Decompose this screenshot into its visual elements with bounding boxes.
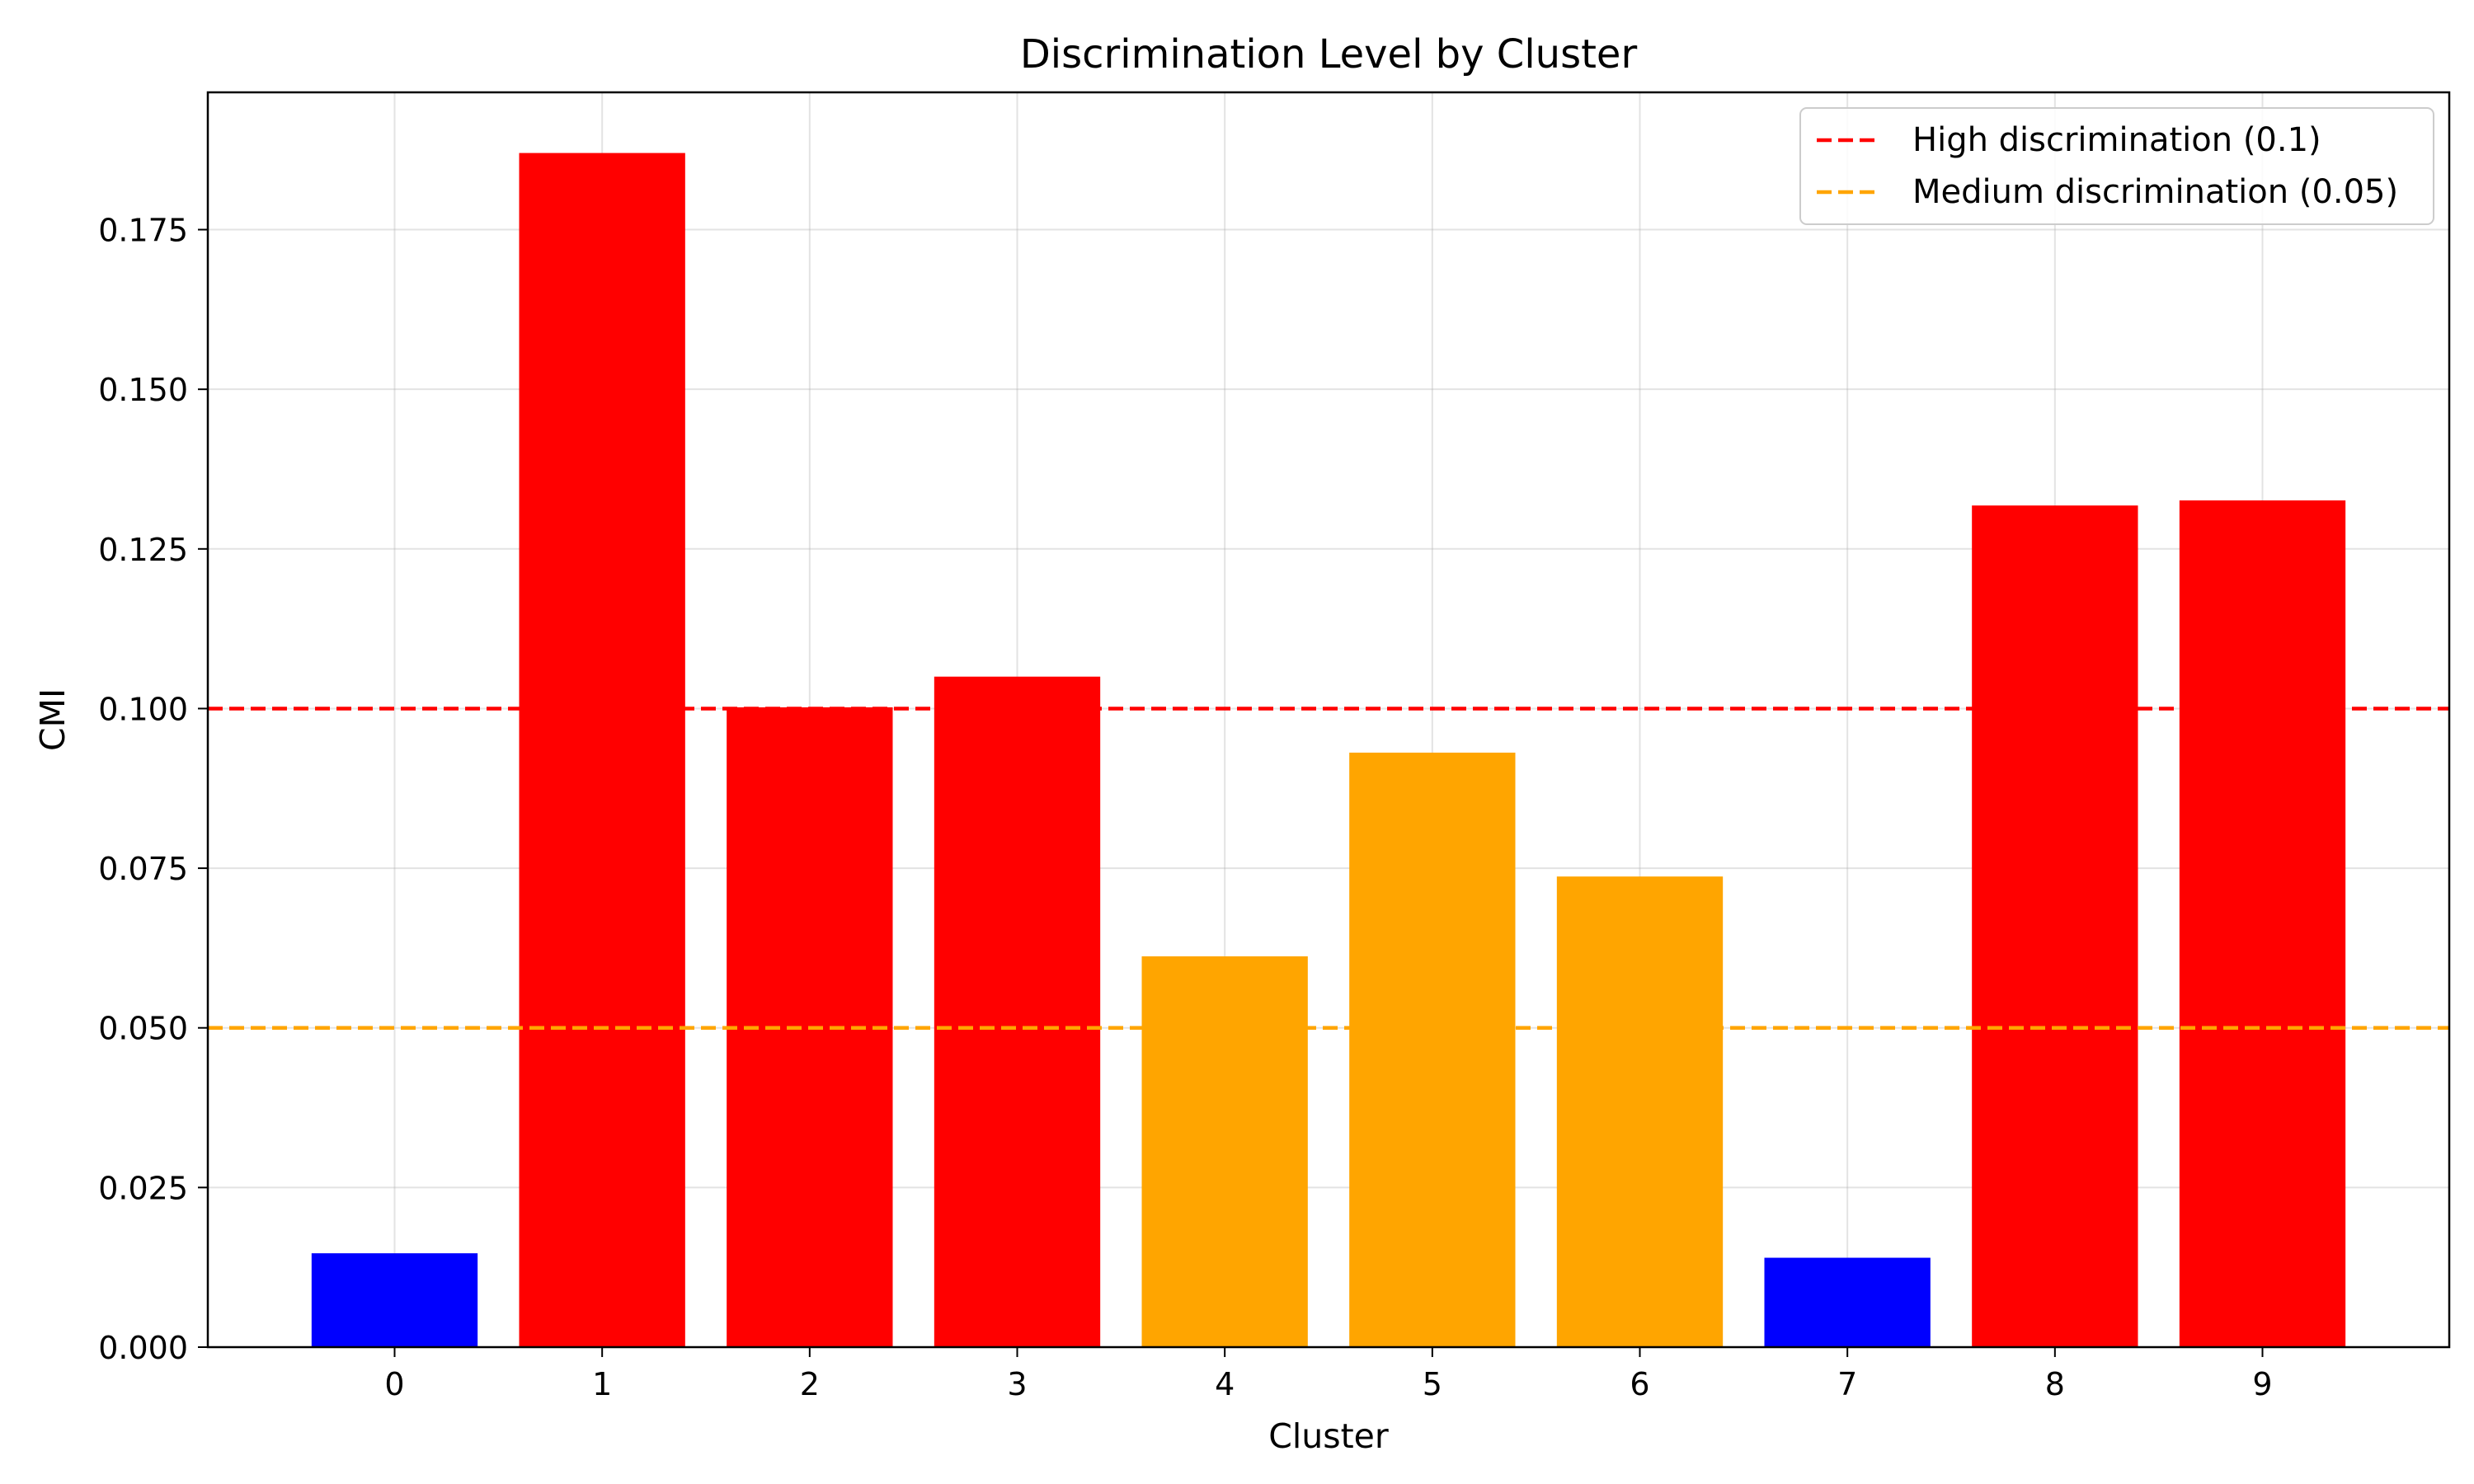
- bar-layer: [311, 153, 2346, 1347]
- y-tick-layer: 0.000 0.025 0.050 0.075 0.100 0.125 0.150 0.175: [98, 213, 208, 1366]
- reference-line-layer: [208, 707, 2449, 1030]
- bar-cluster-9: [2179, 500, 2346, 1347]
- x-tick-label: 3: [1007, 1366, 1027, 1402]
- legend-label-0: High discrimination (0.1): [1912, 121, 2321, 159]
- bar-cluster-3: [934, 676, 1101, 1347]
- x-tick-label: 6: [1630, 1366, 1649, 1402]
- y-tick-label: 0.125: [98, 532, 188, 568]
- x-tick-label: 0: [384, 1366, 404, 1402]
- y-axis-label: CMI: [33, 688, 73, 751]
- legend: High discrimination (0.1) Medium discrimi…: [1799, 107, 2434, 225]
- bar-cluster-8: [1972, 505, 2138, 1347]
- bar-cluster-7: [1764, 1257, 1931, 1347]
- y-tick-label: 0.075: [98, 851, 188, 887]
- x-tick-label: 4: [1215, 1366, 1235, 1402]
- bar-cluster-6: [1556, 876, 1724, 1347]
- plot-frame: [206, 91, 2451, 1349]
- y-tick-label: 0.150: [98, 372, 188, 408]
- x-tick-label: 5: [1423, 1366, 1442, 1402]
- bar-cluster-0: [311, 1253, 478, 1347]
- legend-box: [1799, 107, 2434, 225]
- x-axis-label: Cluster: [1268, 1416, 1389, 1456]
- bar-cluster-1: [519, 153, 685, 1347]
- bar-cluster-5: [1349, 752, 1516, 1347]
- chart-title: Discrimination Level by Cluster: [1020, 31, 1638, 77]
- legend-label-1: Medium discrimination (0.05): [1912, 173, 2398, 211]
- x-tick-label: 2: [800, 1366, 820, 1402]
- y-tick-label: 0.175: [98, 213, 188, 249]
- x-tick-layer: 0 1 2 3 4 5 6 7 8 9: [384, 1347, 2273, 1402]
- y-tick-label: 0.050: [98, 1011, 188, 1047]
- x-tick-label: 7: [1837, 1366, 1857, 1402]
- y-tick-label: 0.025: [98, 1170, 188, 1206]
- x-tick-label: 1: [592, 1366, 612, 1402]
- y-tick-label: 0.000: [98, 1330, 188, 1366]
- y-tick-label: 0.100: [98, 691, 188, 727]
- x-tick-label: 8: [2045, 1366, 2065, 1402]
- bar-cluster-4: [1141, 956, 1308, 1347]
- x-tick-label: 9: [2252, 1366, 2272, 1402]
